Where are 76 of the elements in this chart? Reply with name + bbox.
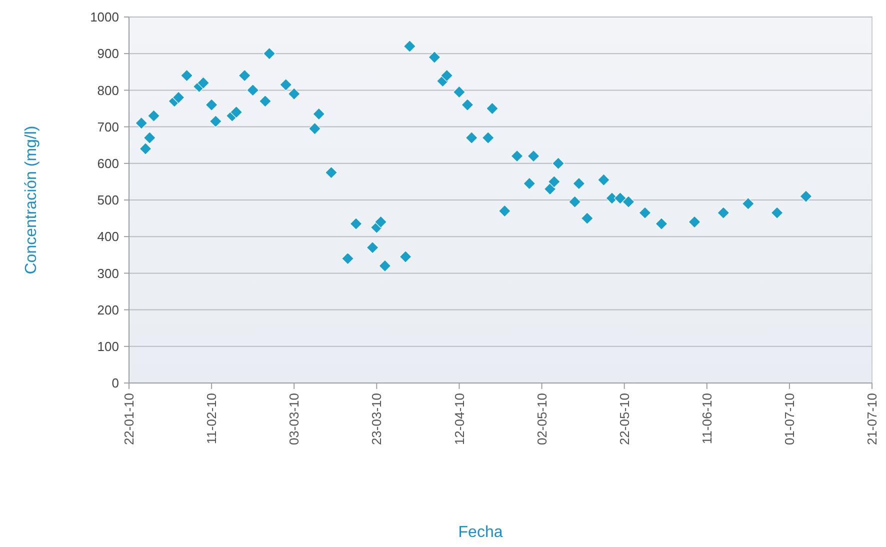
x-tick-label: 22-01-10: [122, 393, 137, 446]
y-tick-label: 800: [97, 82, 119, 98]
point: [366, 241, 379, 254]
point: [197, 76, 210, 90]
point: [461, 98, 474, 112]
point: [325, 166, 338, 179]
x-axis-title: Fecha: [458, 524, 503, 541]
point: [688, 216, 701, 228]
point: [378, 260, 392, 272]
point: [399, 250, 412, 263]
point: [498, 204, 511, 218]
point: [312, 108, 326, 120]
point: [180, 69, 194, 82]
y-tick-label: 300: [97, 266, 119, 281]
point: [148, 110, 160, 122]
point: [350, 218, 362, 230]
point: [770, 206, 784, 220]
point: [288, 88, 300, 100]
y-tick-label: 700: [97, 119, 119, 134]
point: [638, 206, 652, 220]
y-tick-label: 600: [97, 156, 119, 171]
point: [800, 190, 812, 203]
point: [486, 102, 498, 115]
y-tick-label: 100: [97, 338, 119, 354]
point: [230, 106, 243, 118]
point: [655, 218, 668, 230]
point: [523, 177, 536, 190]
x-tick-label: 12-04-10: [452, 393, 467, 446]
point: [246, 84, 260, 96]
point: [238, 69, 251, 82]
x-tick-label: 02-05-10: [534, 393, 550, 446]
x-tick-label: 22-05-10: [616, 393, 632, 446]
x-tick-label: 03-03-10: [286, 393, 302, 446]
point: [263, 47, 276, 60]
y-axis-title: Concentración (mg/l): [23, 126, 40, 274]
point: [172, 91, 185, 104]
point: [465, 132, 478, 144]
point: [143, 132, 156, 144]
point: [527, 150, 540, 162]
point: [568, 196, 582, 208]
point: [135, 116, 148, 130]
x-tick-label: 11-02-10: [204, 393, 220, 444]
y-tick-label: 500: [97, 192, 119, 208]
point: [374, 216, 388, 228]
point: [452, 86, 466, 98]
x-tick-label: 11-06-10: [699, 393, 714, 444]
point: [428, 51, 441, 64]
point: [717, 206, 730, 220]
point: [614, 192, 626, 204]
point: [205, 98, 218, 112]
y-tick-label: 0: [112, 376, 119, 391]
point: [580, 212, 594, 225]
point: [510, 150, 524, 162]
point: [403, 40, 416, 53]
point: [209, 115, 222, 128]
y-tick-label: 900: [97, 46, 119, 62]
point: [482, 132, 494, 144]
point: [544, 182, 556, 196]
point: [139, 142, 152, 155]
y-tick-label: 200: [97, 302, 119, 318]
point: [552, 157, 565, 170]
point: [440, 69, 454, 82]
point: [280, 78, 292, 91]
y-tick-label: 1000: [90, 10, 119, 25]
point: [622, 196, 635, 208]
point: [548, 175, 560, 188]
point: [742, 197, 754, 210]
point: [308, 122, 321, 135]
point: [342, 252, 354, 265]
x-tick-label: 01-07-10: [782, 393, 797, 446]
y-tick-label: 400: [97, 229, 119, 244]
point: [597, 174, 610, 186]
x-tick-label: 23-03-10: [369, 393, 384, 446]
point: [258, 94, 272, 108]
x-tick-label: 21-07-10: [864, 393, 880, 446]
point: [572, 177, 586, 190]
